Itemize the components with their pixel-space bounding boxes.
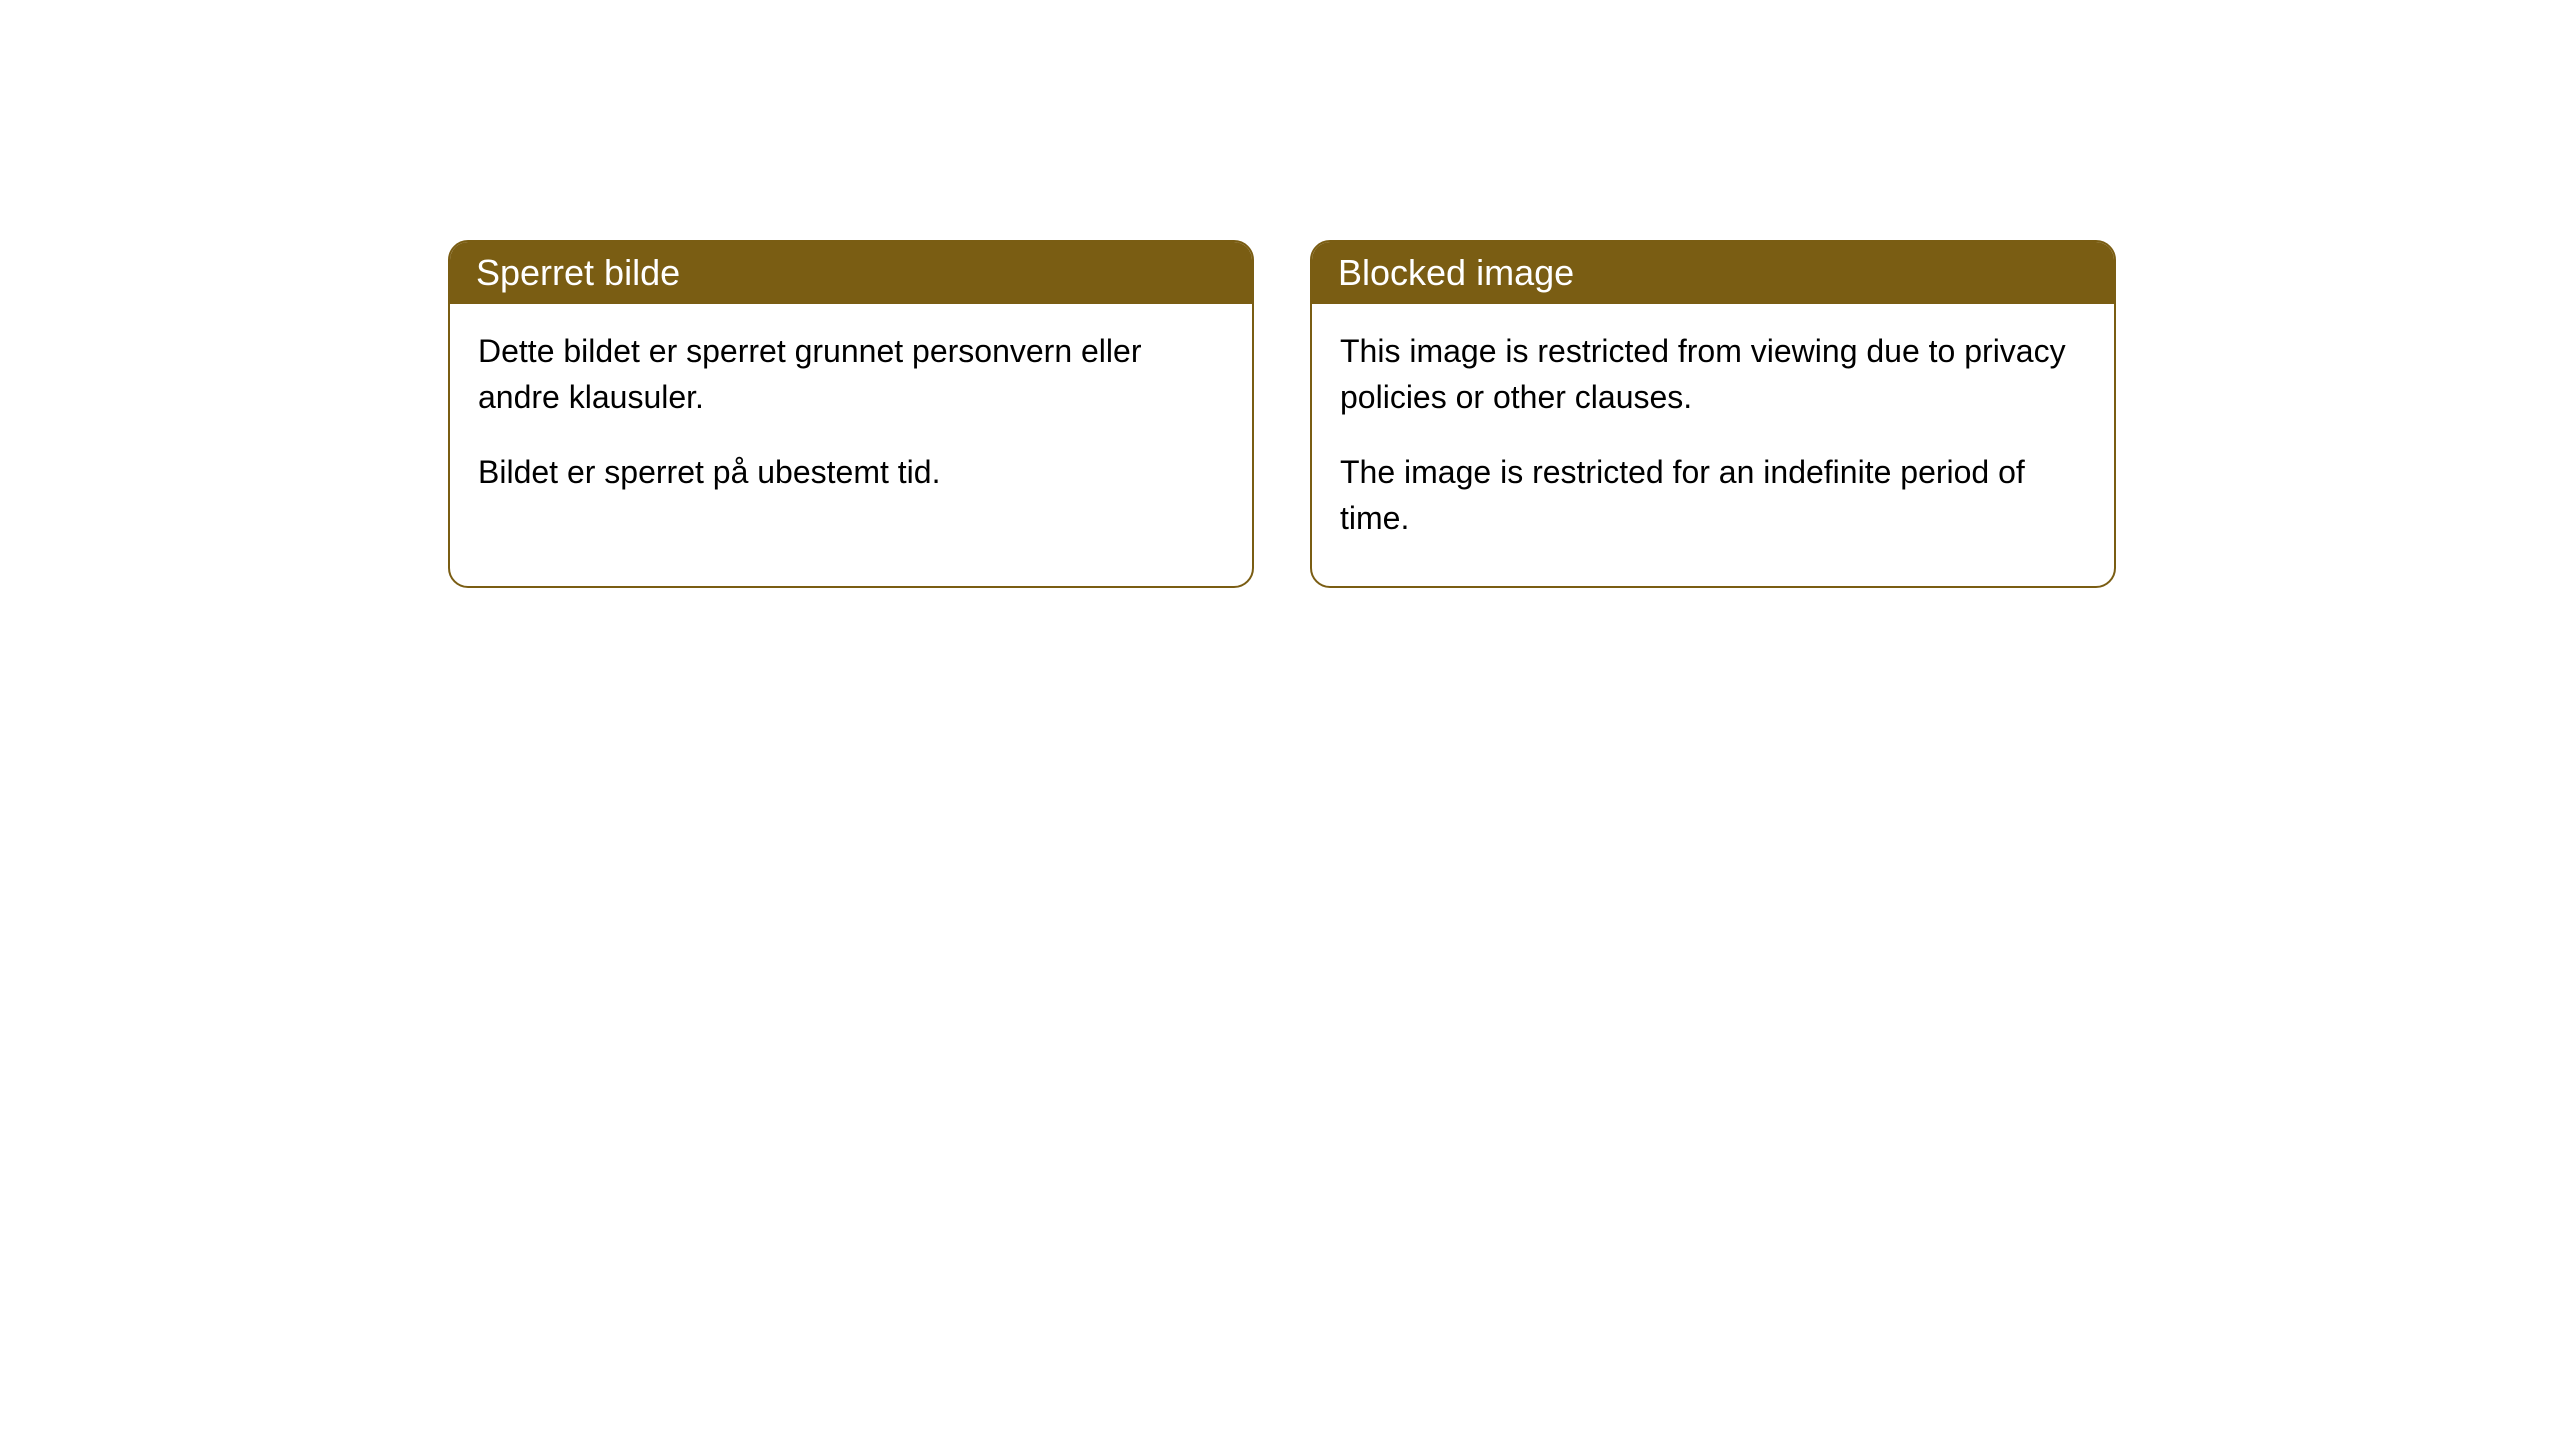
notice-card-norwegian: Sperret bilde Dette bildet er sperret gr…	[448, 240, 1254, 588]
card-header: Sperret bilde	[450, 242, 1252, 304]
card-title: Sperret bilde	[476, 252, 680, 293]
card-paragraph: This image is restricted from viewing du…	[1340, 328, 2086, 421]
card-body: This image is restricted from viewing du…	[1312, 304, 2114, 586]
card-header: Blocked image	[1312, 242, 2114, 304]
card-paragraph: Bildet er sperret på ubestemt tid.	[478, 449, 1224, 495]
notice-cards-container: Sperret bilde Dette bildet er sperret gr…	[448, 240, 2560, 588]
card-paragraph: The image is restricted for an indefinit…	[1340, 449, 2086, 542]
card-title: Blocked image	[1338, 252, 1574, 293]
card-body: Dette bildet er sperret grunnet personve…	[450, 304, 1252, 539]
card-paragraph: Dette bildet er sperret grunnet personve…	[478, 328, 1224, 421]
notice-card-english: Blocked image This image is restricted f…	[1310, 240, 2116, 588]
